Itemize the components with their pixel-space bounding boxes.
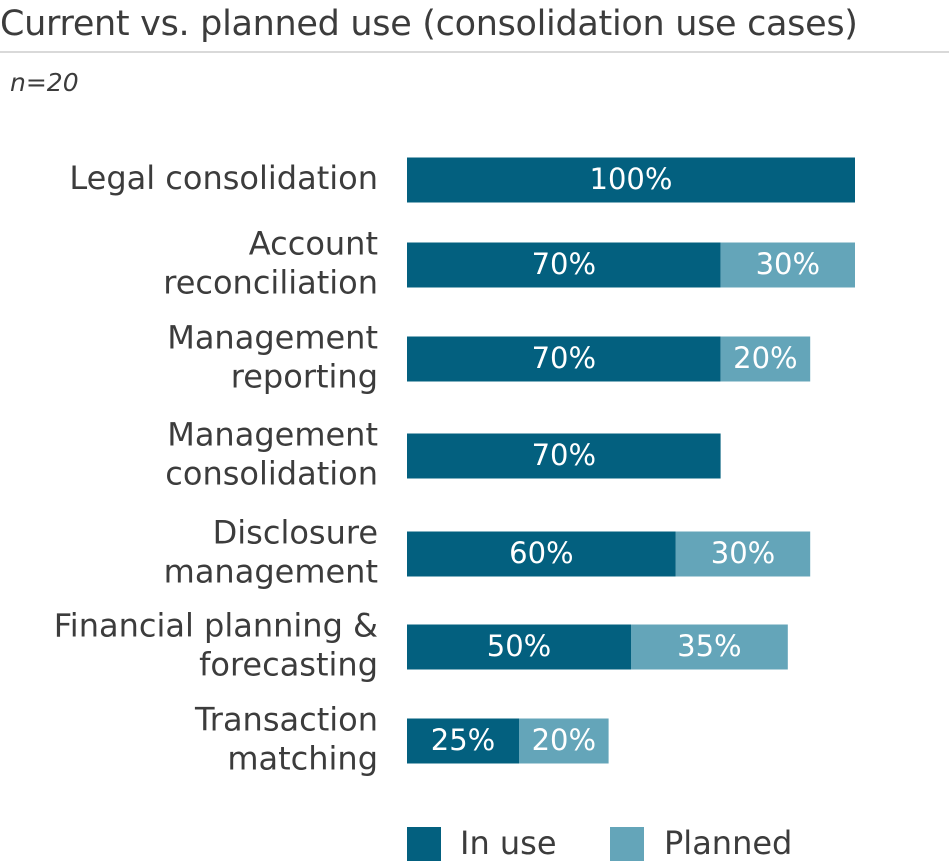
chart-title: Current vs. planned use (consolidation u… — [0, 4, 858, 44]
in-use-value-label-1: 100% — [590, 162, 673, 196]
title-divider — [0, 51, 949, 53]
category-label-5-line-2: management — [164, 553, 378, 591]
in-use-bar-4 — [407, 433, 721, 479]
in-use-bar-5 — [407, 531, 676, 577]
category-label-6-line-1: Financial planning & — [54, 607, 378, 645]
in-use-bar-3 — [407, 336, 721, 382]
bars-layer: 100% 70% 30% 70% 20% 70% 60% 30% 50% 35% 25% 20% — [407, 157, 855, 764]
planned-value-label-5: 30% — [711, 536, 775, 570]
legend-label-in-use: In use — [460, 824, 557, 862]
in-use-value-label-6: 50% — [487, 629, 551, 663]
planned-value-label-2: 30% — [756, 247, 820, 281]
planned-value-label-6: 35% — [677, 629, 741, 663]
in-use-value-label-2: 70% — [532, 247, 596, 281]
planned-bar-7 — [519, 718, 609, 764]
in-use-bar-2 — [407, 242, 721, 288]
planned-bar-2 — [720, 242, 855, 288]
in-use-value-label-4: 70% — [532, 438, 596, 472]
category-label-1: Legal consolidation — [69, 159, 378, 197]
category-label-7-line-1: Transaction — [194, 701, 378, 739]
legend: In use Planned — [407, 824, 792, 862]
legend-swatch-planned — [610, 827, 644, 861]
category-label-5-line-1: Disclosure — [213, 514, 378, 552]
in-use-bar-1 — [407, 157, 855, 203]
planned-bar-6 — [631, 624, 788, 670]
category-label-4-line-1: Management — [167, 416, 378, 454]
category-label-3-line-1: Management — [167, 319, 378, 357]
in-use-value-label-3: 70% — [532, 341, 596, 375]
planned-value-label-7: 20% — [532, 723, 596, 757]
planned-bar-5 — [675, 531, 811, 577]
in-use-bar-6 — [407, 624, 631, 670]
legend-label-planned: Planned — [664, 824, 792, 862]
planned-value-label-3: 20% — [733, 341, 797, 375]
category-label-4-line-2: consolidation — [165, 455, 378, 493]
category-label-6-line-2: forecasting — [199, 646, 378, 684]
legend-swatch-in-use — [407, 827, 441, 861]
in-use-bar-7 — [407, 718, 519, 764]
planned-bar-3 — [720, 336, 811, 382]
sample-size-note: n=20 — [10, 68, 79, 97]
category-label-2-line-1: Account — [249, 225, 378, 263]
category-labels-layer: Legal consolidation Accountreconciliation… — [54, 159, 378, 778]
category-label-3-line-2: reporting — [231, 358, 378, 396]
in-use-value-label-7: 25% — [431, 723, 495, 757]
category-label-7-line-2: matching — [227, 740, 378, 778]
category-label-2-line-2: reconciliation — [163, 264, 378, 302]
in-use-value-label-5: 60% — [509, 536, 573, 570]
